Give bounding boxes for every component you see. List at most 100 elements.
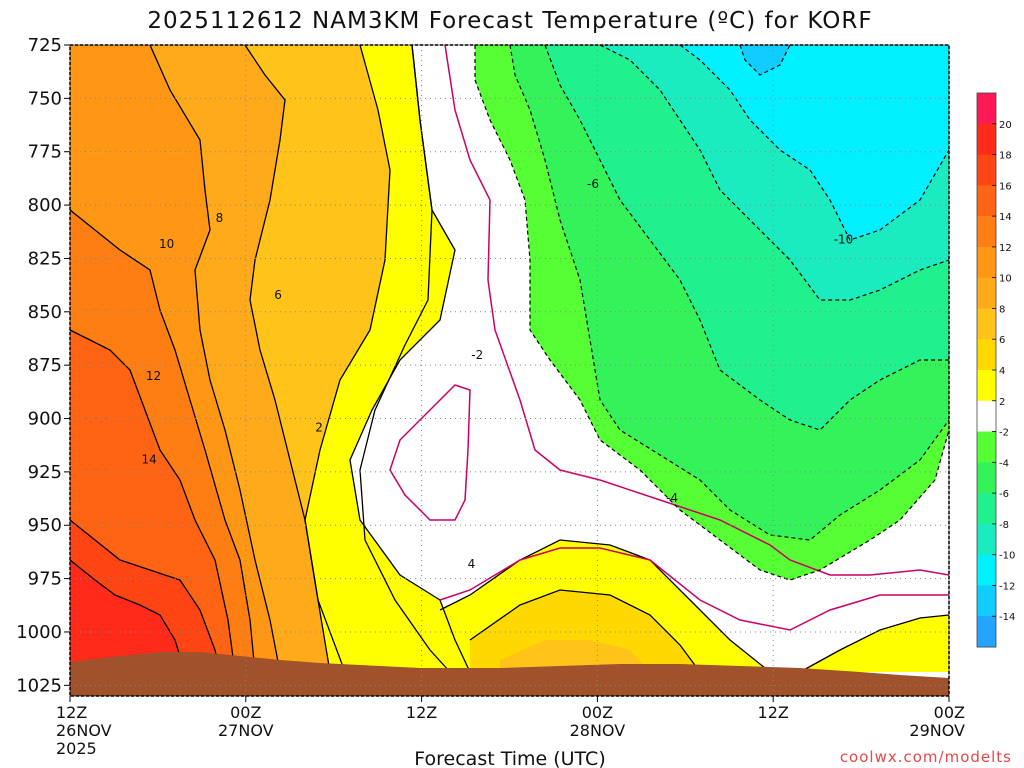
contour-line-14 — [69, 329, 236, 673]
x-tick-label: 00Z — [230, 703, 261, 722]
y-tick-label: 800 — [28, 195, 62, 216]
contour-line-4-lower — [439, 539, 771, 673]
contour-label: 2 — [315, 420, 323, 434]
contour-label: 6 — [274, 288, 282, 302]
colorbar-swatch — [977, 308, 996, 340]
colorbar-swatch — [977, 493, 996, 525]
colorbar-label: -12 — [999, 581, 1015, 592]
colorbar-label: 6 — [999, 335, 1005, 346]
band-above-2 — [305, 45, 470, 672]
freezing-contours — [389, 44, 950, 631]
credit-text[interactable]: coolwx.com/modelts — [840, 748, 1012, 766]
colorbar-swatch — [977, 616, 996, 648]
x-tick-label: 12Z — [758, 703, 789, 722]
colorbar-label: 8 — [999, 304, 1005, 315]
band-above-18 — [70, 560, 185, 672]
colorbar-swatch — [977, 400, 996, 433]
contour-line-neg10 — [679, 44, 950, 241]
band-below-neg12 — [740, 45, 790, 75]
contour-label: -10 — [834, 233, 854, 247]
plot-frame — [69, 44, 950, 697]
contour-line-0-lower — [439, 547, 949, 631]
terrain-ground — [70, 652, 949, 696]
y-tick-label: 775 — [28, 142, 62, 163]
colorbar-swatch — [977, 370, 996, 402]
contour-line-6 — [304, 44, 391, 673]
x-tick-label: 28NOV — [570, 721, 626, 740]
colorbar-label: 18 — [999, 151, 1012, 162]
y-tick-label: 900 — [28, 409, 62, 430]
contour-line-2-right — [799, 614, 950, 673]
y-tick-label: 850 — [28, 302, 62, 323]
x-tick-label: 12Z — [406, 703, 437, 722]
x-tick-label: 27NOV — [218, 721, 274, 740]
contour-label: 12 — [146, 369, 161, 383]
band-near-zero — [350, 45, 949, 672]
band-below-neg10 — [680, 45, 949, 240]
y-tick-label: 975 — [28, 569, 62, 590]
contour-line-18 — [69, 559, 186, 673]
band-lower-warm-3 — [500, 640, 650, 672]
colorbar-label: -14 — [999, 612, 1015, 623]
colorbar-label: 20 — [999, 120, 1012, 131]
contour-line-0-island — [389, 384, 471, 521]
colorbar-swatch — [977, 154, 996, 186]
colorbar: 20 18 16 14 12 10 8 6 4 2 -2 -4 -6 -8 -10 -12 -14 — [976, 92, 1015, 648]
colorbar-swatch — [977, 431, 996, 463]
colorbar-label: 2 — [999, 397, 1005, 408]
colorbar-label: 16 — [999, 181, 1012, 192]
y-tick-label: 725 — [28, 35, 62, 56]
contour-label: 4 — [468, 557, 476, 571]
colorbar-label: -6 — [999, 489, 1009, 500]
chart-title: 2025112612 NAM3KM Forecast Temperature (… — [147, 8, 872, 34]
colorbar-swatch — [977, 585, 996, 617]
colorbar-label: -4 — [999, 458, 1009, 469]
x-tick-label: 29NOV — [909, 721, 965, 740]
contour-label: -2 — [471, 348, 483, 362]
colorbar-swatch — [977, 185, 996, 217]
contour-line-12 — [69, 209, 256, 673]
y-axis: 725 750 775 800 825 850 875 900 925 950 975 1000 102… — [16, 35, 70, 696]
colorbar-label: -10 — [999, 551, 1015, 562]
y-tick-label: 750 — [28, 88, 62, 109]
contour-label: 8 — [216, 211, 224, 225]
colorbar-swatch — [977, 554, 996, 586]
contour-line-6-lower — [469, 589, 701, 673]
contour-label: -4 — [666, 491, 678, 505]
band-right-warm — [800, 615, 949, 672]
warm-contours — [69, 44, 950, 673]
contour-line-0 — [444, 44, 950, 576]
x-tick-label: 26NOV — [56, 721, 112, 740]
colorbar-swatch — [977, 339, 996, 371]
contour-line-10 — [149, 44, 281, 673]
x-tick-label: 2025 — [56, 739, 97, 758]
colorbar-label: 4 — [999, 366, 1005, 377]
contour-label: -6 — [587, 177, 599, 191]
colorbar-swatch — [977, 462, 996, 494]
plot-area — [69, 44, 950, 697]
colorbar-swatch — [977, 523, 996, 556]
x-tick-label: 12Z — [56, 703, 87, 722]
colorbar-label: 12 — [999, 243, 1012, 254]
contour-line-neg2 — [474, 45, 950, 581]
contour-line-neg4 — [509, 44, 950, 541]
x-axis-label: Forecast Time (UTC) — [414, 748, 605, 768]
contour-line-16 — [69, 519, 221, 673]
x-tick-label: 00Z — [934, 703, 965, 722]
y-tick-label: 1025 — [16, 675, 62, 696]
colorbar-swatch — [977, 123, 996, 156]
contour-labels: 8 10 6 12 14 2 4 -2 -4 -6 -10 — [141, 177, 853, 571]
colorbar-label: -2 — [999, 428, 1009, 439]
y-tick-label: 825 — [28, 248, 62, 269]
colorbar-swatch — [977, 246, 996, 279]
cold-contours — [474, 44, 950, 581]
y-tick-label: 1000 — [16, 622, 62, 643]
grid-lines — [70, 44, 949, 696]
colorbar-swatch — [977, 93, 996, 125]
contour-line-neg12 — [739, 44, 791, 76]
colorbar-swatch — [977, 277, 996, 309]
contour-line-neg6 — [544, 44, 949, 431]
colorbar-label: 14 — [999, 212, 1012, 223]
